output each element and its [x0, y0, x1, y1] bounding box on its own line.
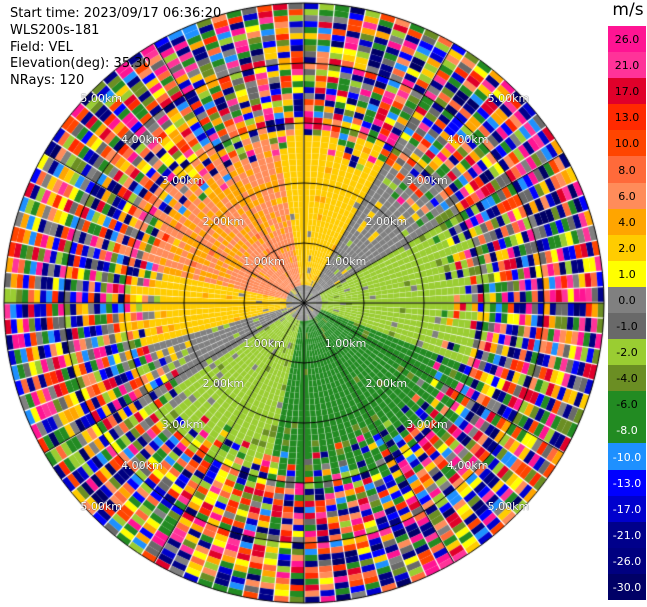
nrays-label: NRays: 120: [10, 73, 84, 89]
range-ring-label: 3.00km: [162, 174, 204, 187]
colorbar-tick-label: -13.0: [608, 477, 646, 490]
range-ring-label: 2.00km: [365, 377, 407, 390]
colorbar-tick-label: -17.0: [608, 503, 646, 516]
range-ring-label: 5.00km: [80, 92, 122, 105]
colorbar-tick-label: 4.0: [608, 216, 646, 229]
colorbar-tick-label: -21.0: [608, 529, 646, 542]
range-ring-label: 2.00km: [365, 215, 407, 228]
colorbar: 26.0 21.0 17.0 13.0 10.0 8.0 6.0 4.0 2.0 1.0 0.0 -1…: [608, 26, 646, 600]
range-ring-label: 1.00km: [325, 255, 367, 268]
range-ring-label: 1.00km: [325, 337, 367, 350]
colorbar-tick-label: 10.0: [608, 137, 646, 150]
range-ring-label: 1.00km: [243, 337, 285, 350]
instrument-label: WLS200s-181: [10, 23, 99, 39]
range-ring-label: 2.00km: [203, 377, 245, 390]
colorbar-tick-label: 6.0: [608, 190, 646, 203]
range-ring-label: 1.00km: [243, 255, 285, 268]
range-ring-label: 3.00km: [406, 418, 448, 431]
colorbar-tick-label: -8.0: [608, 424, 646, 437]
range-ring-label: 5.00km: [80, 500, 122, 513]
range-ring-label: 5.00km: [488, 92, 530, 105]
colorbar-tick-label: 0.0: [608, 294, 646, 307]
range-ring-label: 4.00km: [447, 459, 489, 472]
range-ring-label: 4.00km: [447, 133, 489, 146]
colorbar-tick-label: -10.0: [608, 451, 646, 464]
colorbar-tick-label: -2.0: [608, 346, 646, 359]
colorbar-tick-label: 2.0: [608, 242, 646, 255]
range-ring-label: 2.00km: [203, 215, 245, 228]
colorbar-tick-label: 21.0: [608, 59, 646, 72]
colorbar-tick-label: 8.0: [608, 164, 646, 177]
colorbar-tick-label: 26.0: [608, 33, 646, 46]
colorbar-unit: m/s: [608, 0, 647, 20]
colorbar-tick-label: 1.0: [608, 268, 646, 281]
colorbar-tick-label: -26.0: [608, 555, 646, 568]
elevation-label: Elevation(deg): 35.30: [10, 56, 151, 72]
colorbar-tick-label: -4.0: [608, 372, 646, 385]
range-ring-label: 4.00km: [121, 459, 163, 472]
colorbar-tick-label: -30.0: [608, 581, 646, 594]
colorbar-tick-label: 17.0: [608, 85, 646, 98]
range-ring-label: 3.00km: [406, 174, 448, 187]
colorbar-tick-label: -6.0: [608, 398, 646, 411]
field-label: Field: VEL: [10, 40, 73, 56]
colorbar-tick-label: 13.0: [608, 111, 646, 124]
range-ring-label: 5.00km: [488, 500, 530, 513]
start-time-label: Start time: 2023/09/17 06:36:20: [10, 6, 221, 22]
colorbar-tick-label: -1.0: [608, 320, 646, 333]
range-ring-label: 4.00km: [121, 133, 163, 146]
range-ring-label: 3.00km: [162, 418, 204, 431]
